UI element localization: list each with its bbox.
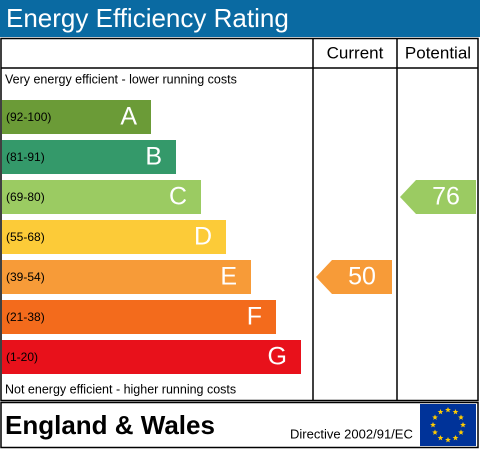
column-header: Potential xyxy=(405,43,471,62)
footer-frame xyxy=(0,401,479,449)
band-letter: E xyxy=(220,263,237,291)
star xyxy=(437,435,444,441)
rating-value: 76 xyxy=(432,183,460,211)
eu-flag xyxy=(420,404,476,446)
star xyxy=(458,429,464,435)
top-note: Very energy efficient - lower running co… xyxy=(5,72,237,86)
bottom-note: Not energy efficient - higher running co… xyxy=(5,382,236,396)
band-range: (55-68) xyxy=(6,230,45,244)
star xyxy=(432,414,438,420)
band-range: (92-100) xyxy=(6,110,51,124)
band-range: (39-54) xyxy=(6,270,45,284)
band-letter: D xyxy=(194,223,212,251)
band-bar xyxy=(2,260,251,294)
band-letter: G xyxy=(268,343,287,371)
star xyxy=(432,429,438,435)
band-range: (69-80) xyxy=(6,190,45,204)
star xyxy=(430,422,436,428)
band-bar xyxy=(2,180,201,214)
band-letter: B xyxy=(145,143,162,171)
band-range: (1-20) xyxy=(6,350,38,364)
band-bar xyxy=(2,140,176,174)
star xyxy=(452,435,459,441)
star xyxy=(445,437,451,443)
band-letter: F xyxy=(247,303,262,331)
band-range: (81-91) xyxy=(6,150,45,164)
rating-arrow xyxy=(316,260,392,294)
column-header: Current xyxy=(327,43,384,62)
band-range: (21-38) xyxy=(6,310,45,324)
rating-arrow xyxy=(400,180,476,214)
star xyxy=(458,414,464,420)
region: England & Wales xyxy=(5,410,215,440)
star xyxy=(460,422,466,428)
star xyxy=(445,407,451,413)
band-bar xyxy=(2,340,301,374)
star xyxy=(452,409,459,415)
band-letter: A xyxy=(120,103,137,131)
star xyxy=(437,409,444,415)
band-bar xyxy=(2,100,151,134)
title-bar xyxy=(0,0,480,37)
directive: Directive 2002/91/EC xyxy=(290,426,413,441)
band-letter: C xyxy=(169,183,187,211)
rating-value: 50 xyxy=(348,263,376,291)
title: Energy Efficiency Rating xyxy=(6,3,289,33)
band-bar xyxy=(2,220,226,254)
band-bar xyxy=(2,300,276,334)
